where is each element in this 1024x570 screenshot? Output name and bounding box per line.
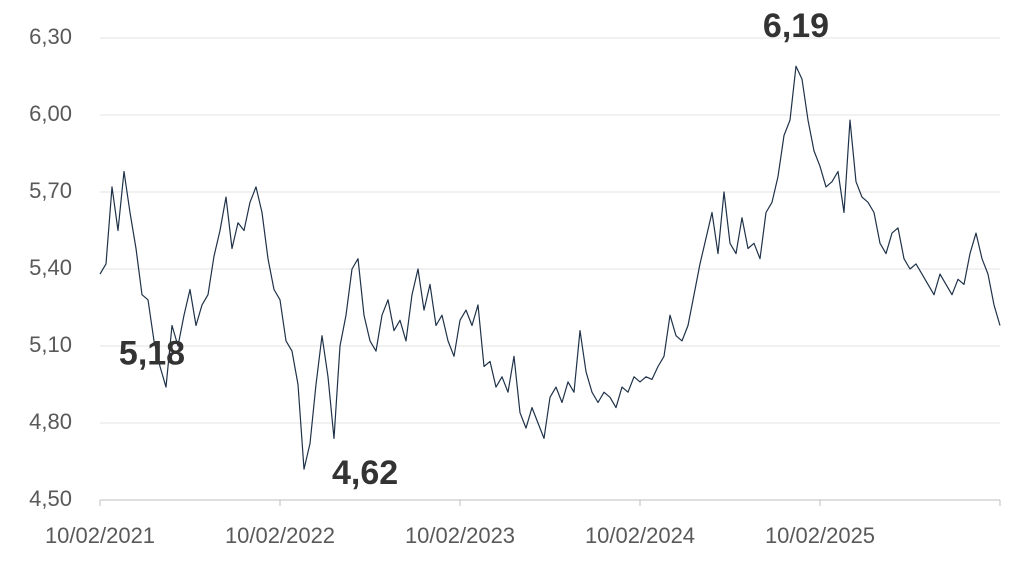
annotation: 6,19: [763, 7, 829, 45]
y-tick-label: 6,30: [29, 24, 72, 49]
y-tick-label: 5,10: [29, 332, 72, 357]
line: [99, 65, 1001, 470]
y-tick-label: 4,80: [29, 409, 72, 434]
x-tick-label: 10/02/2022: [225, 523, 335, 548]
y-tick-label: 6,00: [29, 101, 72, 126]
y-tick-label: 5,70: [29, 178, 72, 203]
annotation: 4,62: [332, 454, 398, 492]
x-tick-label: 10/02/2021: [45, 523, 155, 548]
y-tick-label: 4,50: [29, 486, 72, 511]
x-tick-label: 10/02/2024: [585, 523, 695, 548]
y-tick-label: 5,40: [29, 255, 72, 280]
annotation: 5,18: [119, 334, 185, 372]
x-tick-label: 10/02/2025: [765, 523, 875, 548]
x-tick-label: 10/02/2023: [405, 523, 515, 548]
